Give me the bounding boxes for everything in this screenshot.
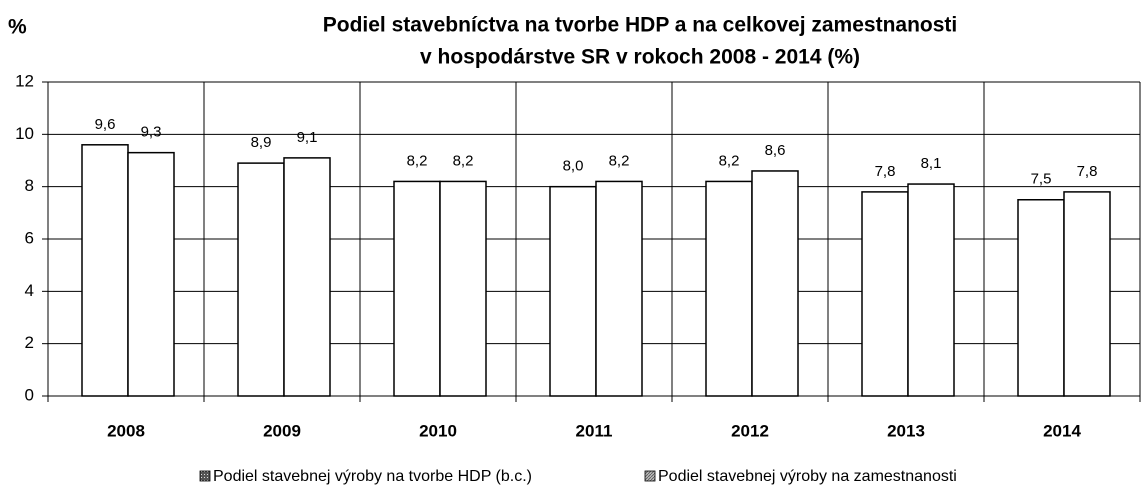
y-axis-label: %	[8, 16, 27, 39]
data-label: 8,0	[563, 158, 584, 175]
y-tick-label: 0	[25, 385, 34, 404]
bar	[1063, 191, 1111, 397]
x-tick-label: 2014	[1043, 421, 1081, 440]
data-label: 9,1	[297, 129, 318, 146]
x-tick-label: 2013	[887, 421, 925, 440]
bar	[595, 180, 643, 397]
data-label: 7,8	[1077, 163, 1098, 180]
data-label: 9,6	[95, 116, 116, 133]
y-tick-label: 12	[15, 71, 34, 90]
data-label: 8,9	[251, 134, 272, 151]
bar	[751, 170, 799, 397]
data-label: 8,2	[609, 152, 630, 169]
chart-title: Podiel stavebníctva na tvorbe HDP a na c…	[323, 14, 958, 37]
data-label: 8,6	[765, 142, 786, 159]
bar	[1017, 199, 1065, 397]
y-tick-label: 6	[25, 228, 34, 247]
data-label: 8,1	[921, 155, 942, 172]
y-tick-label: 4	[25, 281, 34, 300]
data-label: 8,2	[453, 152, 474, 169]
bar	[81, 144, 129, 397]
legend-label: Podiel stavebnej výroby na zamestnanosti	[658, 468, 957, 485]
bar	[861, 191, 909, 397]
bar	[907, 183, 955, 397]
bar	[549, 185, 597, 397]
chart-title: v hospodárstve SR v rokoch 2008 - 2014 (…	[420, 46, 860, 69]
y-tick-label: 2	[25, 333, 34, 352]
data-label: 7,8	[875, 163, 896, 180]
y-tick-label: 10	[15, 124, 34, 143]
bar	[127, 151, 175, 397]
y-tick-label: 8	[25, 176, 34, 195]
data-label: 7,5	[1031, 171, 1052, 188]
x-tick-label: 2011	[576, 421, 613, 440]
x-tick-label: 2009	[263, 421, 301, 440]
bar	[393, 180, 441, 397]
x-tick-label: 2012	[731, 421, 769, 440]
bar	[237, 162, 285, 397]
legend-swatch	[199, 470, 211, 482]
bar	[439, 180, 487, 397]
data-label: 8,2	[719, 152, 740, 169]
data-label: 9,3	[141, 124, 162, 141]
legend-swatch	[644, 470, 656, 482]
legend-label: Podiel stavebnej výroby na tvorbe HDP (b…	[213, 468, 532, 485]
x-tick-label: 2008	[107, 421, 145, 440]
data-label: 8,2	[407, 152, 428, 169]
bar	[283, 157, 331, 397]
x-tick-label: 2010	[419, 421, 457, 440]
bar	[705, 180, 753, 397]
